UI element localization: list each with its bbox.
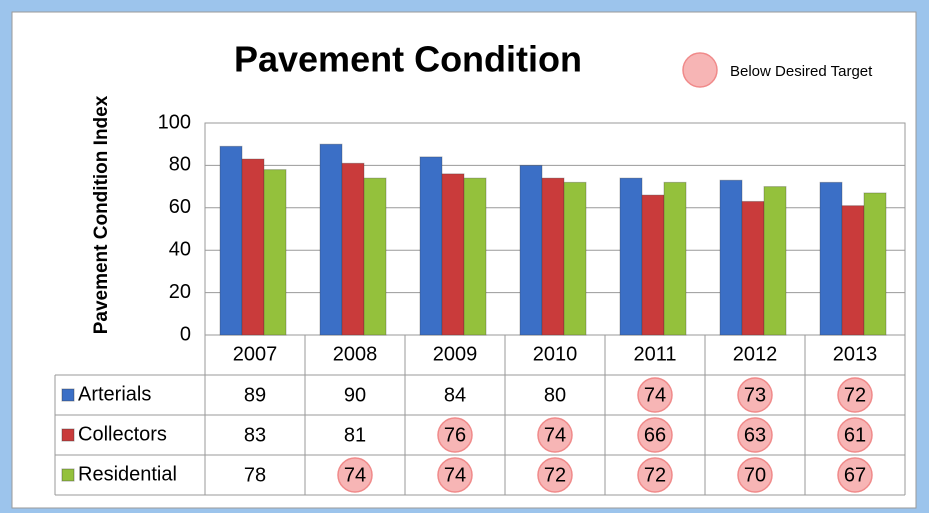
table-value: 78 — [244, 464, 266, 486]
x-tick-label: 2009 — [433, 343, 478, 365]
bar — [719, 179, 743, 336]
bar — [419, 156, 443, 336]
table-value: 72 — [644, 464, 666, 486]
highlight-circle — [837, 377, 873, 413]
table-value: 72 — [544, 464, 566, 486]
legend-swatch — [61, 468, 75, 482]
y-axis-title: Pavement Condition Index — [91, 95, 112, 334]
legend-label: Below Desired Target — [730, 63, 873, 80]
bar — [641, 194, 665, 336]
table-value: 80 — [544, 384, 566, 406]
table-value: 63 — [744, 424, 766, 446]
bar — [741, 200, 765, 336]
bar — [663, 181, 687, 336]
legend-swatch — [61, 428, 75, 442]
legend-label: Arterials — [78, 383, 151, 405]
legend-label: Residential — [78, 463, 177, 485]
highlight-circle — [337, 457, 373, 493]
highlight-circle — [437, 417, 473, 453]
x-tick-label: 2010 — [533, 343, 578, 365]
y-tick-label: 100 — [158, 111, 191, 133]
y-tick-label: 80 — [169, 154, 191, 176]
table-value: 84 — [444, 384, 466, 406]
legend-swatch — [61, 388, 75, 402]
x-tick-label: 2013 — [833, 343, 878, 365]
x-tick-label: 2011 — [633, 343, 676, 365]
bar — [819, 181, 843, 336]
table-value: 76 — [444, 424, 466, 446]
bar — [441, 173, 465, 336]
bar — [463, 177, 487, 336]
legend-label: Collectors — [78, 423, 167, 445]
bar — [341, 162, 365, 336]
y-tick-label: 0 — [180, 323, 191, 345]
x-tick-label: 2007 — [233, 343, 278, 365]
highlight-circle — [637, 457, 673, 493]
bar — [563, 181, 587, 336]
highlight-circle — [737, 457, 773, 493]
highlight-circle — [737, 417, 773, 453]
table-value: 74 — [344, 464, 366, 486]
table-value: 70 — [744, 464, 766, 486]
highlight-circle — [637, 417, 673, 453]
bar — [263, 169, 287, 336]
table-value: 74 — [544, 424, 566, 446]
highlight-circle — [637, 377, 673, 413]
chart-title: Pavement Condition — [234, 39, 582, 80]
bar — [863, 192, 887, 336]
highlight-circle — [537, 457, 573, 493]
y-tick-label: 20 — [169, 281, 191, 303]
bar — [541, 177, 565, 336]
bar — [763, 186, 787, 336]
table-value: 81 — [344, 424, 366, 446]
y-tick-label: 60 — [169, 196, 191, 218]
table-value: 61 — [844, 424, 866, 446]
table-value: 83 — [244, 424, 266, 446]
highlight-circle — [437, 457, 473, 493]
table-value: 74 — [644, 384, 666, 406]
table-value: 67 — [844, 464, 866, 486]
table-value: 66 — [644, 424, 666, 446]
table-value: 90 — [344, 384, 366, 406]
bar — [319, 143, 343, 336]
bar — [219, 145, 243, 336]
table-value: 73 — [744, 384, 766, 406]
bar — [241, 158, 265, 336]
y-tick-label: 40 — [169, 238, 191, 260]
highlight-circle — [737, 377, 773, 413]
table-value: 89 — [244, 384, 266, 406]
highlight-circle — [537, 417, 573, 453]
bar — [841, 205, 865, 336]
x-tick-label: 2012 — [733, 343, 778, 365]
bar — [619, 177, 643, 336]
highlight-circle — [837, 457, 873, 493]
x-tick-label: 2008 — [333, 343, 378, 365]
highlight-circle — [837, 417, 873, 453]
legend-marker — [682, 52, 718, 88]
table-value: 72 — [844, 384, 866, 406]
table-value: 74 — [444, 464, 466, 486]
bar — [519, 164, 543, 336]
bar — [363, 177, 387, 336]
